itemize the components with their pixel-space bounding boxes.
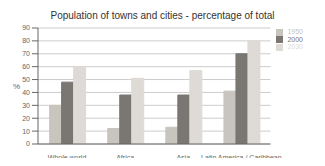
svg-text:10: 10 bbox=[22, 128, 30, 135]
html-text:2030: 2030 bbox=[287, 43, 303, 51]
html-text:1950: 1950 bbox=[287, 28, 303, 35]
svg-text:Whole world: Whole world bbox=[48, 154, 87, 158]
svg-text:30: 30 bbox=[22, 102, 30, 109]
svg-text:0: 0 bbox=[26, 140, 30, 147]
svg-text:%: % bbox=[13, 82, 20, 91]
html-text:Population of towns and cities: Population of towns and cities - percent… bbox=[50, 10, 275, 21]
svg-text:60: 60 bbox=[22, 63, 30, 70]
svg-text:80: 80 bbox=[22, 37, 30, 44]
svg-text:Africa: Africa bbox=[116, 154, 134, 158]
svg-text:50: 50 bbox=[22, 76, 30, 83]
svg-text:Asia: Asia bbox=[176, 154, 190, 158]
svg-text:40: 40 bbox=[22, 89, 30, 96]
html-text:2000: 2000 bbox=[287, 35, 303, 43]
svg-text:90: 90 bbox=[22, 24, 30, 31]
svg-text:70: 70 bbox=[22, 50, 30, 57]
svg-text:20: 20 bbox=[22, 115, 30, 122]
svg-text:Latin America / Caribbean: Latin America / Caribbean bbox=[201, 154, 282, 158]
